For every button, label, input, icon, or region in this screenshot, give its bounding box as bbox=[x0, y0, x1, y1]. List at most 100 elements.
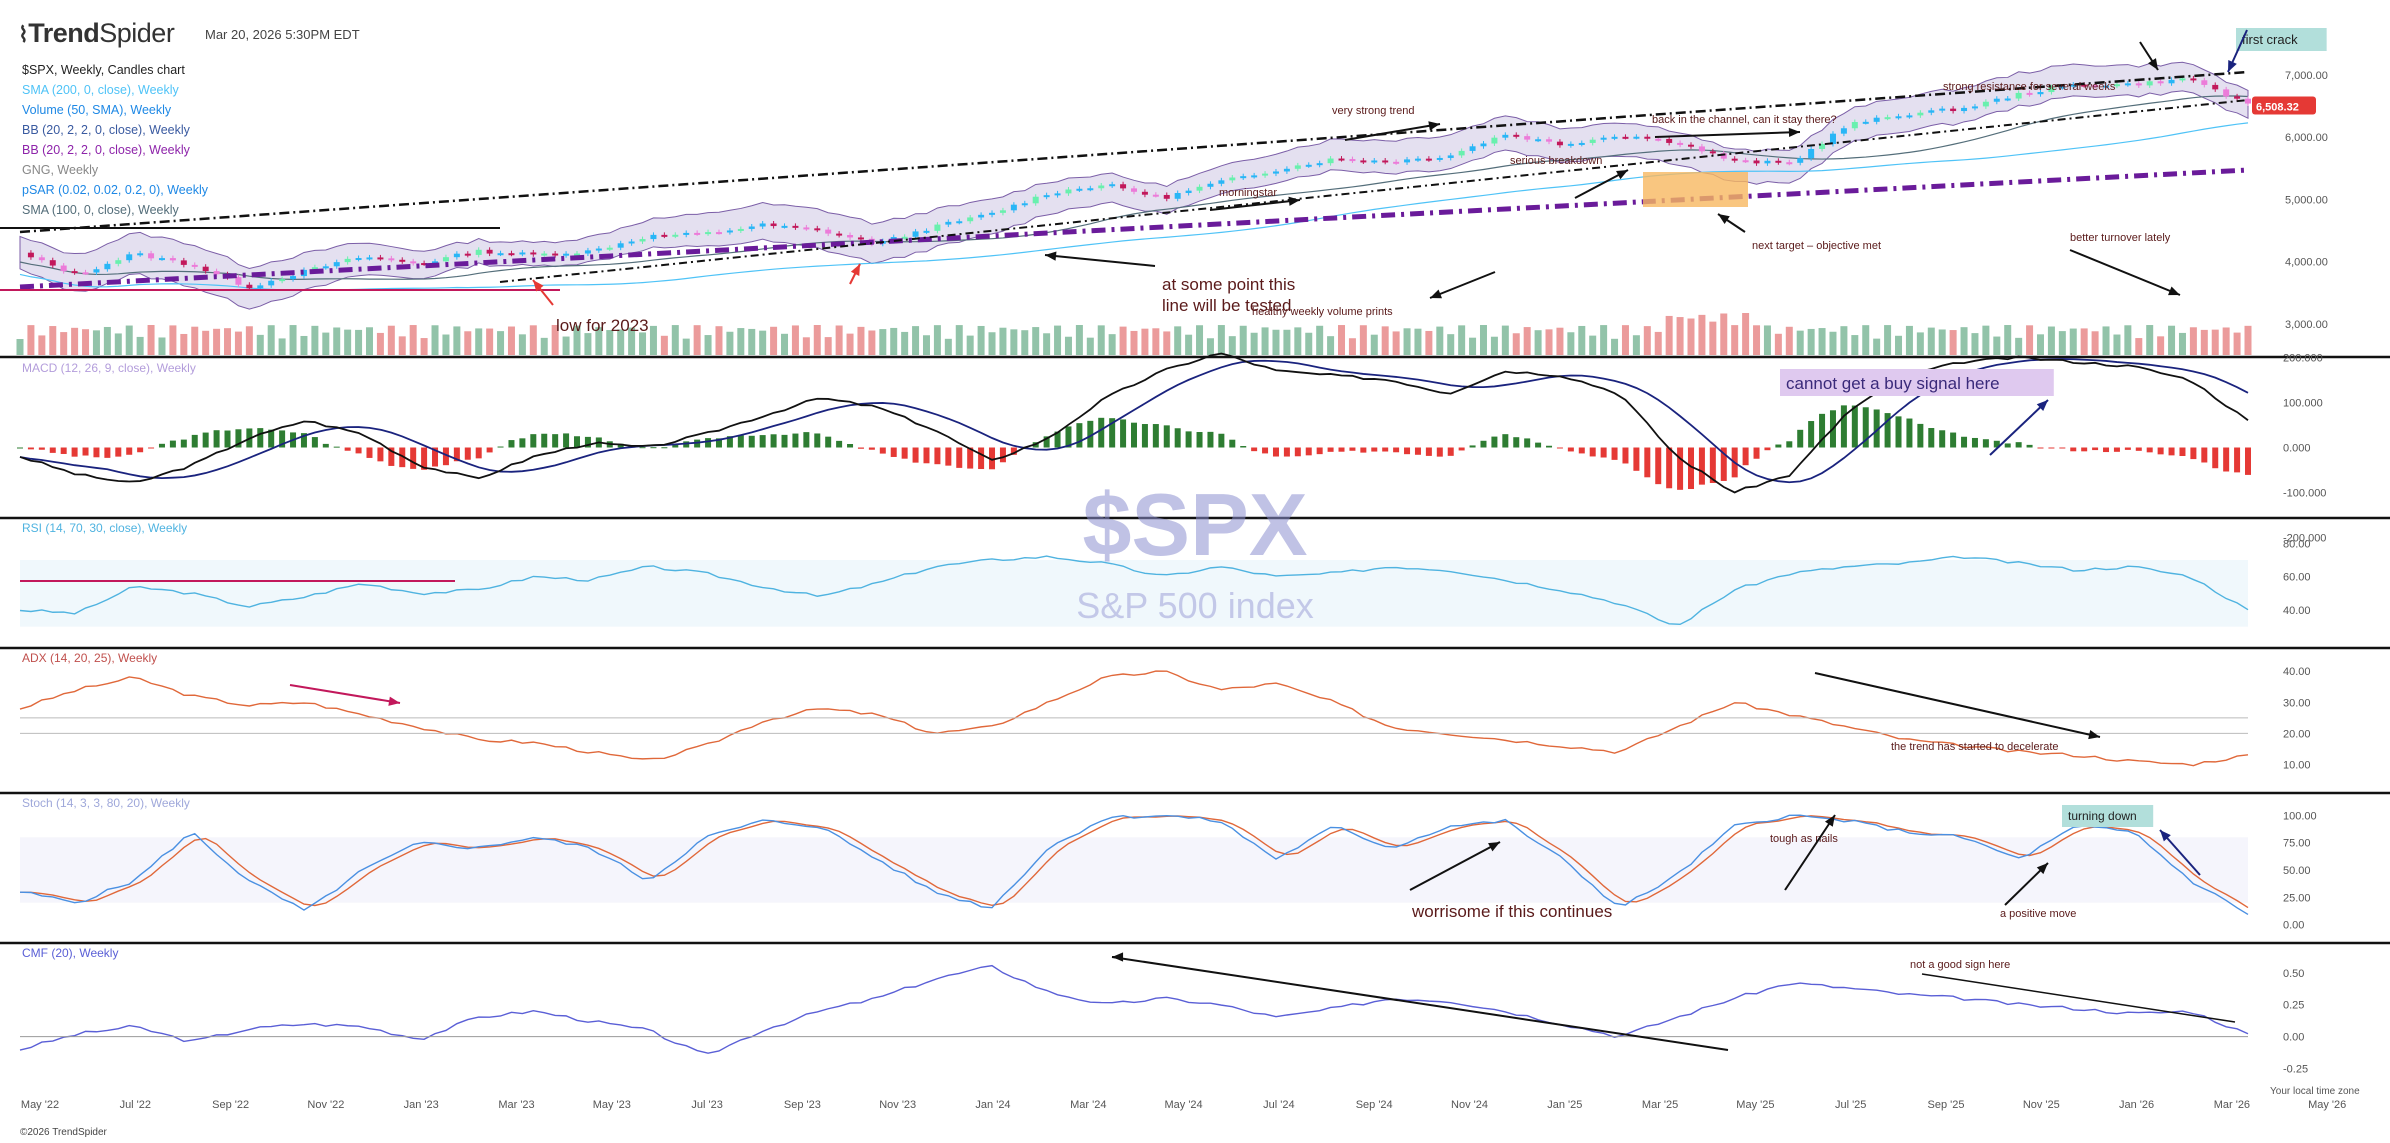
candle-body[interactable] bbox=[2037, 92, 2044, 95]
candle-body[interactable] bbox=[235, 277, 242, 285]
candle-body[interactable] bbox=[2190, 78, 2197, 81]
candle-body[interactable] bbox=[595, 248, 602, 251]
candle-body[interactable] bbox=[1141, 191, 1148, 195]
candle-body[interactable] bbox=[464, 253, 471, 256]
candle-body[interactable] bbox=[781, 225, 788, 228]
indicator-legend-item[interactable]: SMA (200, 0, close), Weekly bbox=[22, 83, 179, 97]
candle-body[interactable] bbox=[650, 234, 657, 240]
candle-body[interactable] bbox=[1666, 138, 1673, 143]
candle-body[interactable] bbox=[1961, 107, 1968, 112]
candle-body[interactable] bbox=[1524, 136, 1531, 140]
candle-body[interactable] bbox=[759, 223, 766, 227]
candle-body[interactable] bbox=[1010, 204, 1017, 211]
candle-body[interactable] bbox=[1906, 115, 1913, 118]
candle-body[interactable] bbox=[1546, 139, 1553, 142]
candle-body[interactable] bbox=[60, 265, 67, 272]
candle-body[interactable] bbox=[104, 263, 111, 270]
candle-body[interactable] bbox=[1458, 150, 1465, 156]
candle-body[interactable] bbox=[1731, 158, 1738, 161]
candle-body[interactable] bbox=[1644, 136, 1651, 139]
candle-body[interactable] bbox=[1240, 176, 1247, 179]
candle-body[interactable] bbox=[1272, 171, 1279, 174]
candle-body[interactable] bbox=[1556, 141, 1563, 146]
candle-body[interactable] bbox=[38, 257, 45, 261]
candle-body[interactable] bbox=[1283, 168, 1290, 172]
candle-body[interactable] bbox=[1917, 112, 1924, 116]
candle-body[interactable] bbox=[1185, 190, 1192, 194]
candle-body[interactable] bbox=[1797, 158, 1804, 163]
candle-body[interactable] bbox=[989, 212, 996, 215]
candle-body[interactable] bbox=[1447, 155, 1454, 158]
candle-body[interactable] bbox=[1819, 144, 1826, 149]
candle-body[interactable] bbox=[574, 253, 580, 256]
candle-body[interactable] bbox=[1753, 160, 1760, 164]
candle-body[interactable] bbox=[1087, 188, 1094, 191]
candle-body[interactable] bbox=[2059, 86, 2066, 89]
candle-body[interactable] bbox=[475, 249, 482, 255]
candle-body[interactable] bbox=[1895, 116, 1902, 119]
candle-body[interactable] bbox=[737, 228, 744, 231]
candle-body[interactable] bbox=[169, 258, 176, 261]
candle-body[interactable] bbox=[1305, 164, 1312, 167]
candle-body[interactable] bbox=[1688, 144, 1694, 147]
candle-body[interactable] bbox=[1851, 122, 1858, 129]
candle-body[interactable] bbox=[1382, 160, 1389, 163]
candle-body[interactable] bbox=[126, 254, 133, 261]
candle-body[interactable] bbox=[1054, 193, 1061, 196]
candle-body[interactable] bbox=[355, 258, 362, 261]
candle-body[interactable] bbox=[1993, 98, 2000, 102]
candle-body[interactable] bbox=[2026, 92, 2033, 95]
candle-body[interactable] bbox=[93, 269, 100, 273]
candle-body[interactable] bbox=[792, 225, 799, 228]
indicator-legend-item[interactable]: GNG, Weekly bbox=[22, 163, 99, 177]
candle-body[interactable] bbox=[1327, 158, 1334, 164]
candle-body[interactable] bbox=[311, 267, 318, 270]
candle-body[interactable] bbox=[202, 266, 209, 272]
candle-body[interactable] bbox=[814, 228, 821, 231]
candle-body[interactable] bbox=[1698, 146, 1705, 152]
candle-body[interactable] bbox=[257, 285, 264, 289]
candle-body[interactable] bbox=[1873, 117, 1880, 122]
candle-body[interactable] bbox=[563, 253, 570, 256]
stoch-panel[interactable] bbox=[19, 814, 2249, 916]
candle-body[interactable] bbox=[1622, 136, 1629, 139]
candle-body[interactable] bbox=[158, 258, 165, 261]
candle-body[interactable] bbox=[410, 261, 417, 264]
brand-logo[interactable]: ⌇TrendSpider bbox=[18, 18, 175, 49]
candle-body[interactable] bbox=[508, 253, 515, 256]
candle-body[interactable] bbox=[2135, 83, 2142, 86]
indicator-legend-item[interactable]: Volume (50, SMA), Weekly bbox=[22, 103, 172, 117]
candle-body[interactable] bbox=[847, 235, 854, 238]
candle-body[interactable] bbox=[956, 221, 963, 224]
candle-body[interactable] bbox=[2245, 98, 2251, 104]
candle-body[interactable] bbox=[49, 260, 56, 266]
candle-body[interactable] bbox=[857, 237, 864, 240]
candle-body[interactable] bbox=[2103, 85, 2110, 88]
candle-body[interactable] bbox=[2048, 87, 2055, 93]
indicator-legend-item[interactable]: BB (20, 2, 2, 0, close), Weekly bbox=[22, 123, 190, 137]
candle-body[interactable] bbox=[1611, 136, 1618, 139]
candle-body[interactable] bbox=[978, 214, 985, 218]
candle-body[interactable] bbox=[1982, 101, 1989, 107]
candle-body[interactable] bbox=[726, 230, 733, 233]
candle-body[interactable] bbox=[1393, 161, 1400, 164]
candle-body[interactable] bbox=[1098, 185, 1105, 189]
candle-body[interactable] bbox=[180, 260, 187, 265]
candle-body[interactable] bbox=[82, 272, 89, 275]
candle-body[interactable] bbox=[333, 262, 340, 267]
candle-body[interactable] bbox=[2157, 81, 2164, 84]
candle-body[interactable] bbox=[191, 264, 198, 267]
candle-body[interactable] bbox=[803, 227, 810, 230]
candle-body[interactable] bbox=[1480, 143, 1487, 147]
candle-body[interactable] bbox=[519, 252, 526, 255]
candle-body[interactable] bbox=[1535, 139, 1542, 142]
candle-body[interactable] bbox=[453, 253, 460, 258]
candle-body[interactable] bbox=[1349, 159, 1356, 162]
candle-body[interactable] bbox=[825, 229, 832, 234]
candle-body[interactable] bbox=[442, 257, 449, 262]
candle-body[interactable] bbox=[2168, 79, 2175, 84]
candle-body[interactable] bbox=[322, 266, 329, 269]
candle-body[interactable] bbox=[1032, 196, 1039, 204]
candle-body[interactable] bbox=[2179, 78, 2186, 81]
